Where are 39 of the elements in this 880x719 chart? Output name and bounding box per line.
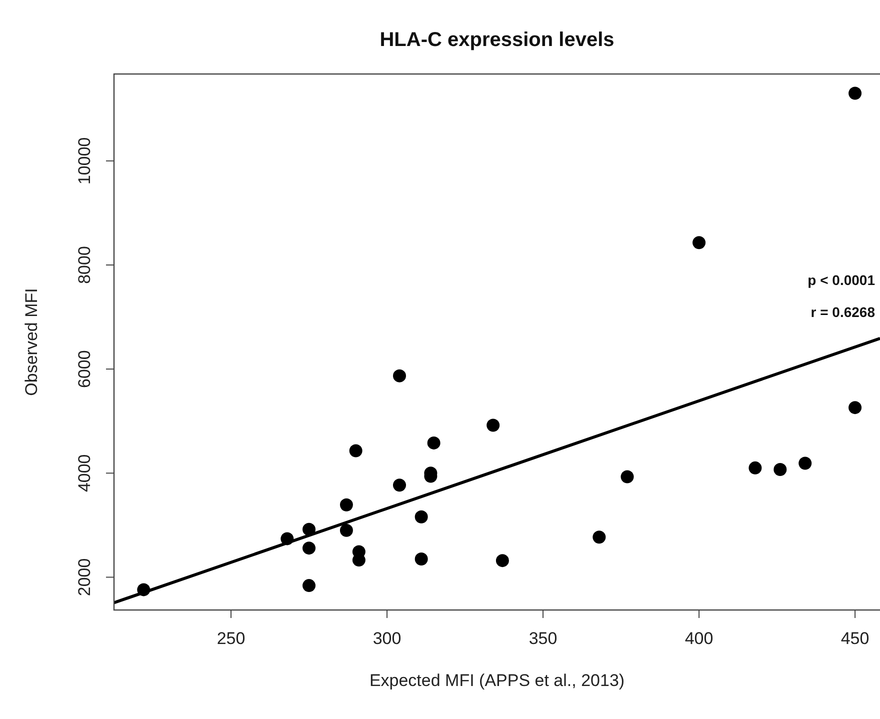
point	[302, 542, 316, 555]
point	[592, 530, 606, 544]
annotation: r = 0.6268	[810, 304, 876, 320]
point	[392, 369, 406, 382]
point	[848, 86, 862, 100]
point	[302, 579, 316, 592]
annotation: p < 0.0001	[808, 272, 876, 288]
point	[748, 461, 762, 474]
y-axis-title: Observed MFI	[22, 288, 41, 396]
point	[392, 478, 406, 492]
point	[692, 236, 706, 250]
point	[620, 470, 634, 484]
y-tick-label: 4000	[75, 454, 94, 492]
point	[848, 401, 862, 414]
point	[774, 462, 787, 476]
chart-title: HLA-C expression levels	[380, 29, 614, 51]
y-tick-label: 6000	[75, 350, 94, 388]
x-tick-label: 250	[216, 629, 246, 648]
y-tick-label: 2000	[75, 558, 94, 596]
y-tick-label: 10000	[75, 137, 94, 185]
x-axis-title: Expected MFI (APPS et al., 2013)	[369, 671, 625, 690]
point	[137, 583, 150, 596]
point	[302, 522, 316, 536]
point	[427, 436, 440, 450]
point	[349, 444, 362, 458]
point	[340, 498, 353, 512]
point	[798, 456, 812, 470]
point	[340, 524, 353, 537]
point	[280, 532, 294, 546]
point	[496, 554, 509, 568]
x-tick-label: 300	[372, 629, 402, 648]
point	[352, 554, 366, 567]
x-tick-label: 350	[528, 629, 558, 648]
point	[414, 552, 428, 566]
x-tick-label: 400	[684, 629, 714, 648]
point	[414, 510, 428, 524]
x-tick-label: 450	[840, 629, 870, 648]
y-tick-label: 8000	[75, 246, 94, 284]
point	[486, 418, 500, 432]
